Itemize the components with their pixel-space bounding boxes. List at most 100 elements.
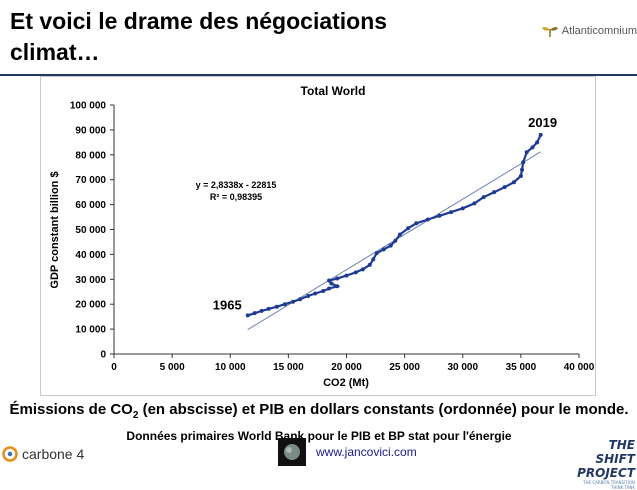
data-point <box>353 270 358 275</box>
data-point <box>329 281 334 286</box>
shift-project-line-2: PROJECT <box>577 466 635 480</box>
data-point <box>538 132 543 137</box>
caption-main-part-1: Émissions de CO <box>9 401 133 418</box>
data-point <box>530 145 535 150</box>
chart-caption: Émissions de CO2 (en abscisse) et PIB en… <box>4 400 634 446</box>
y-tick-label: 40 000 <box>75 250 106 261</box>
spiral-icon <box>2 446 18 462</box>
data-point <box>252 311 257 316</box>
y-tick-label: 70 000 <box>75 175 106 186</box>
x-tick-label: 15 000 <box>273 362 304 373</box>
chart-frame: Total World 0 10 000 20 000 30 000 40 000 50 … <box>40 76 596 396</box>
title-divider <box>0 74 637 76</box>
x-tick-label: 30 000 <box>447 362 478 373</box>
x-tick-label: 35 000 <box>506 362 537 373</box>
data-point <box>521 160 526 165</box>
data-point <box>518 173 523 178</box>
data-point <box>381 247 386 252</box>
data-point <box>511 180 516 185</box>
data-point <box>298 297 302 302</box>
x-tick-label: 25 000 <box>389 362 420 373</box>
data-point <box>393 238 398 243</box>
data-point <box>481 195 486 200</box>
data-point <box>437 213 442 218</box>
data-point <box>313 291 318 296</box>
data-point <box>460 206 465 211</box>
caption-subscript: 2 <box>132 410 139 421</box>
y-tick-label: 80 000 <box>75 150 106 161</box>
shift-project-logo: THE SHIFT PROJECT THE CARBON TRANSITION … <box>575 438 635 490</box>
trendline-equation: y = 2,8338x - 22815 <box>196 180 277 190</box>
slide-title: Et voici le drame des négociations clima… <box>10 6 480 68</box>
data-point <box>335 276 340 281</box>
data-point <box>335 284 340 289</box>
data-point <box>502 185 507 190</box>
y-tick-label: 30 000 <box>75 275 106 286</box>
data-point <box>397 232 402 237</box>
y-tick-label: 20 000 <box>75 300 106 311</box>
data-point <box>449 210 454 215</box>
y-tick-label: 100 000 <box>70 101 107 112</box>
series-points <box>245 132 543 318</box>
caption-main: Émissions de CO2 (en abscisse) et PIB en… <box>9 401 629 421</box>
x-tick-label: 20 000 <box>331 362 362 373</box>
x-tick-label: 10 000 <box>215 362 246 373</box>
annotation-1965: 1965 <box>213 297 242 312</box>
caption-source: Données primaires World Bank pour le PIB… <box>126 429 512 443</box>
slide-title-line-1: Et voici le drame des négociations <box>10 8 388 34</box>
series-line <box>247 134 542 317</box>
data-point <box>414 221 419 226</box>
slide-title-line-2: climat… <box>10 39 100 65</box>
caption-main-part-2: (en abscisse) et PIB en dollars constant… <box>138 401 629 418</box>
jancovici-url: www.jancovici.com <box>316 445 417 459</box>
y-tick-label: 10 000 <box>75 325 106 336</box>
y-tick-label: 60 000 <box>75 200 106 211</box>
atlanticomnium-name: Atlanticomnium <box>561 25 637 37</box>
gdp-co2-chart: Total World 0 10 000 20 000 30 000 40 000 50 … <box>49 84 595 389</box>
data-point <box>371 257 376 262</box>
data-point <box>344 273 349 278</box>
carbone4-name: carbone 4 <box>22 446 85 462</box>
shift-project-line-1: THE SHIFT <box>595 438 635 466</box>
footer: carbone 4 www.jancovici.com THE SHIFT PR… <box>0 436 637 490</box>
data-point <box>274 304 279 309</box>
plant-icon <box>541 27 558 37</box>
y-tick-label: 50 000 <box>75 225 106 236</box>
data-point <box>535 140 540 145</box>
data-point <box>321 289 326 294</box>
data-point <box>367 262 372 267</box>
atlanticomnium-logo: Atlanticomnium <box>541 24 637 38</box>
x-axis-label: CO2 (Mt) <box>323 377 369 389</box>
data-point <box>306 293 311 298</box>
data-point <box>492 190 497 195</box>
data-point <box>245 313 250 318</box>
data-point <box>524 150 529 155</box>
data-point <box>520 167 525 172</box>
y-axis-label: GDP constant billion $ <box>49 171 61 288</box>
x-tick-label: 0 <box>111 362 117 373</box>
data-point <box>360 267 365 272</box>
y-tick-label: 90 000 <box>75 125 106 136</box>
y-tick-labels: 0 10 000 20 000 30 000 40 000 50 000 60 000 70 … <box>70 101 114 361</box>
data-point <box>406 226 411 231</box>
x-tick-label: 5 000 <box>160 362 185 373</box>
data-point <box>425 217 430 222</box>
shift-project-tagline: THE CARBON TRANSITION THINK TANK <box>583 480 635 490</box>
data-point <box>374 251 379 256</box>
x-tick-label: 40 000 <box>564 362 595 373</box>
annotation-2019: 2019 <box>528 115 557 130</box>
y-tick-label: 0 <box>100 350 106 361</box>
trendline-r2: R² = 0,98395 <box>210 192 262 202</box>
chart-title: Total World <box>301 84 366 98</box>
data-point <box>266 306 271 311</box>
earth-thumbnail-icon <box>278 438 306 466</box>
data-point <box>282 302 287 307</box>
jancovici-link[interactable]: www.jancovici.com <box>278 438 417 466</box>
data-point <box>291 299 296 304</box>
data-point <box>388 243 393 248</box>
x-tick-labels: 0 5 000 10 000 15 000 20 000 25 000 30 000 35 0… <box>111 354 595 373</box>
data-point <box>259 308 264 313</box>
data-point <box>327 286 332 291</box>
data-point <box>327 278 332 283</box>
data-point <box>472 201 477 206</box>
